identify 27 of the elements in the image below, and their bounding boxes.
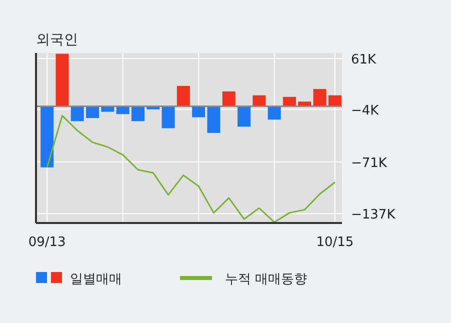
bar — [86, 106, 100, 118]
bar — [268, 106, 281, 120]
bar — [238, 106, 251, 127]
legend-label: 일별매매 — [70, 272, 122, 287]
chart-title: 외국인 — [36, 32, 78, 48]
y-tick-label: −137K — [351, 208, 396, 223]
bar — [192, 106, 206, 118]
y-tick-label: −71K — [351, 156, 388, 171]
x-tick-label: 09/13 — [28, 235, 66, 250]
line-series — [46, 114, 336, 223]
bar — [222, 91, 236, 106]
bar — [313, 89, 326, 106]
bar — [176, 86, 190, 106]
bar — [207, 106, 220, 133]
bar — [70, 106, 84, 122]
bar — [40, 106, 54, 168]
bar — [282, 96, 296, 106]
x-tick-label: 10/15 — [316, 235, 354, 250]
legend-label: 누적 매매동향 — [225, 272, 308, 287]
bar — [328, 95, 342, 106]
bar — [131, 106, 144, 122]
bar — [162, 106, 175, 128]
bar — [56, 54, 69, 106]
y-tick-label: −4K — [351, 103, 380, 118]
bar — [101, 106, 114, 112]
bar — [252, 95, 266, 106]
y-tick-label: 61K — [351, 52, 377, 68]
